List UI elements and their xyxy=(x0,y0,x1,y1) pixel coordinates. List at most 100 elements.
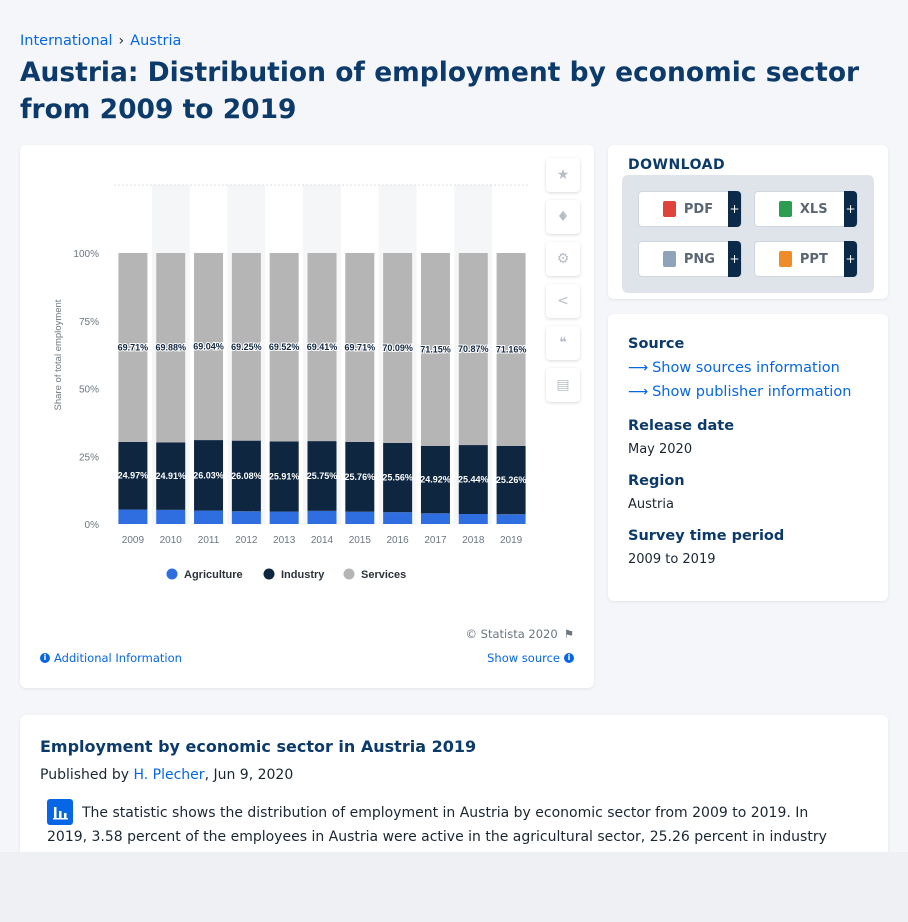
statistic-details: Source ⟶ Show sources information ⟶ Show… xyxy=(608,314,888,601)
bar-industry xyxy=(194,440,224,511)
bar-services xyxy=(231,252,261,441)
copyright: © Statista 2020 ⚑ xyxy=(466,627,575,641)
plus-icon[interactable]: + xyxy=(844,241,857,277)
legend-marker-agriculture xyxy=(166,568,178,580)
region-heading: Region xyxy=(628,473,685,489)
bar-agriculture xyxy=(420,513,450,524)
x-tick-label: 2018 xyxy=(462,535,485,546)
arrow-right-icon: ⟶ xyxy=(628,360,649,376)
bar-agriculture xyxy=(383,512,413,524)
y-tick-label: 100% xyxy=(73,249,99,260)
data-label: 71.15% xyxy=(420,344,451,354)
download-xls-button[interactable]: XLS + xyxy=(754,191,858,227)
breadcrumb-austria[interactable]: Austria xyxy=(130,33,182,49)
page-title: Austria: Distribution of employment by e… xyxy=(20,57,860,125)
additional-information-link[interactable]: i Additional Information xyxy=(40,651,182,665)
show-source-label: Show source xyxy=(487,651,560,665)
bar-agriculture xyxy=(231,511,261,524)
show-publisher-label: Show publisher information xyxy=(652,384,852,400)
bottom-bar xyxy=(0,852,908,922)
legend-label-agriculture: Agriculture xyxy=(184,569,243,581)
bar-industry xyxy=(118,441,148,510)
print-icon[interactable]: ▤ xyxy=(546,368,580,402)
bar-industry xyxy=(496,445,526,515)
bar-industry xyxy=(458,445,488,515)
bar-services xyxy=(269,252,299,442)
download-xls-label: XLS xyxy=(799,201,828,217)
data-label: 24.91% xyxy=(155,471,186,481)
description-title: Employment by economic sector in Austria… xyxy=(40,737,477,756)
plus-icon[interactable]: + xyxy=(728,241,741,277)
bar-agriculture xyxy=(118,509,148,524)
show-publisher-link[interactable]: ⟶ Show publisher information xyxy=(628,384,851,400)
data-label: 24.92% xyxy=(420,475,451,485)
region-value: Austria xyxy=(628,497,674,512)
legend-label-industry: Industry xyxy=(281,569,325,581)
bar-industry xyxy=(307,441,337,511)
show-source-link[interactable]: Show source i xyxy=(487,651,574,665)
bar-agriculture xyxy=(156,509,186,524)
bar-agriculture xyxy=(269,511,299,524)
survey-period-heading: Survey time period xyxy=(628,528,785,544)
author-link[interactable]: H. Plecher xyxy=(133,767,205,783)
plus-icon[interactable]: + xyxy=(844,191,857,227)
x-tick-label: 2011 xyxy=(198,535,220,546)
x-tick-label: 2014 xyxy=(311,535,334,546)
bar-agriculture xyxy=(345,511,375,524)
xls-icon xyxy=(779,201,792,217)
bar-industry xyxy=(345,441,375,512)
plus-icon[interactable]: + xyxy=(728,191,741,227)
png-icon xyxy=(663,251,676,267)
legend-marker-industry xyxy=(263,568,275,580)
x-tick-label: 2013 xyxy=(273,535,296,546)
show-sources-link[interactable]: ⟶ Show sources information xyxy=(628,360,840,376)
release-date-value: May 2020 xyxy=(628,442,693,457)
share-icon[interactable]: < xyxy=(546,284,580,318)
x-tick-label: 2009 xyxy=(122,535,145,546)
info-icon: i xyxy=(40,653,50,663)
survey-period-value: 2009 to 2019 xyxy=(628,552,716,567)
data-label: 24.97% xyxy=(118,471,149,481)
flag-icon[interactable]: ⚑ xyxy=(563,627,574,641)
x-tick-label: 2015 xyxy=(349,535,372,546)
pdf-icon xyxy=(663,201,676,217)
data-label: 70.87% xyxy=(458,344,489,354)
breadcrumb-separator: › xyxy=(118,33,125,49)
legend-marker-services xyxy=(343,568,355,580)
download-card: DOWNLOAD PDF + XLS + PNG + PPT + xyxy=(608,145,888,299)
breadcrumb: International › Austria xyxy=(20,33,181,49)
x-tick-label: 2017 xyxy=(424,535,447,546)
download-png-button[interactable]: PNG + xyxy=(638,241,742,277)
legend-label-services: Services xyxy=(361,569,406,581)
breadcrumb-international[interactable]: International xyxy=(20,33,113,49)
bar-agriculture xyxy=(458,514,488,524)
quote-icon[interactable]: ❝ xyxy=(546,326,580,360)
gear-icon[interactable]: ⚙ xyxy=(546,242,580,276)
y-axis-label: Share of total employment xyxy=(53,299,64,410)
data-label: 25.56% xyxy=(382,473,413,483)
data-label: 69.71% xyxy=(345,342,376,352)
y-tick-label: 0% xyxy=(85,520,100,531)
download-buttons: PDF + XLS + PNG + PPT + xyxy=(622,175,874,293)
data-label: 25.91% xyxy=(269,471,300,481)
bar-agriculture xyxy=(307,510,337,524)
download-ppt-button[interactable]: PPT + xyxy=(754,241,858,277)
ppt-icon xyxy=(779,251,792,267)
bell-icon[interactable]: ♦ xyxy=(546,200,580,234)
bar-industry xyxy=(231,440,261,512)
published-by: Published by H. Plecher, Jun 9, 2020 xyxy=(40,767,293,783)
y-tick-label: 75% xyxy=(79,317,99,328)
bar-agriculture xyxy=(194,510,224,524)
download-pdf-button[interactable]: PDF + xyxy=(638,191,742,227)
star-icon[interactable]: ★ xyxy=(546,158,580,192)
download-pdf-label: PDF xyxy=(683,201,714,217)
data-label: 71.16% xyxy=(496,344,527,354)
source-heading: Source xyxy=(628,336,685,352)
bar-industry xyxy=(156,442,186,510)
stacked-bar-chart: 0% 25% 50% 75% 100% Share of total employment… xyxy=(53,184,530,581)
bar-services xyxy=(458,253,488,446)
bar-industry xyxy=(383,442,413,513)
published-prefix: Published by xyxy=(40,767,130,783)
bar-agriculture xyxy=(496,514,526,524)
data-label: 25.75% xyxy=(307,471,338,481)
